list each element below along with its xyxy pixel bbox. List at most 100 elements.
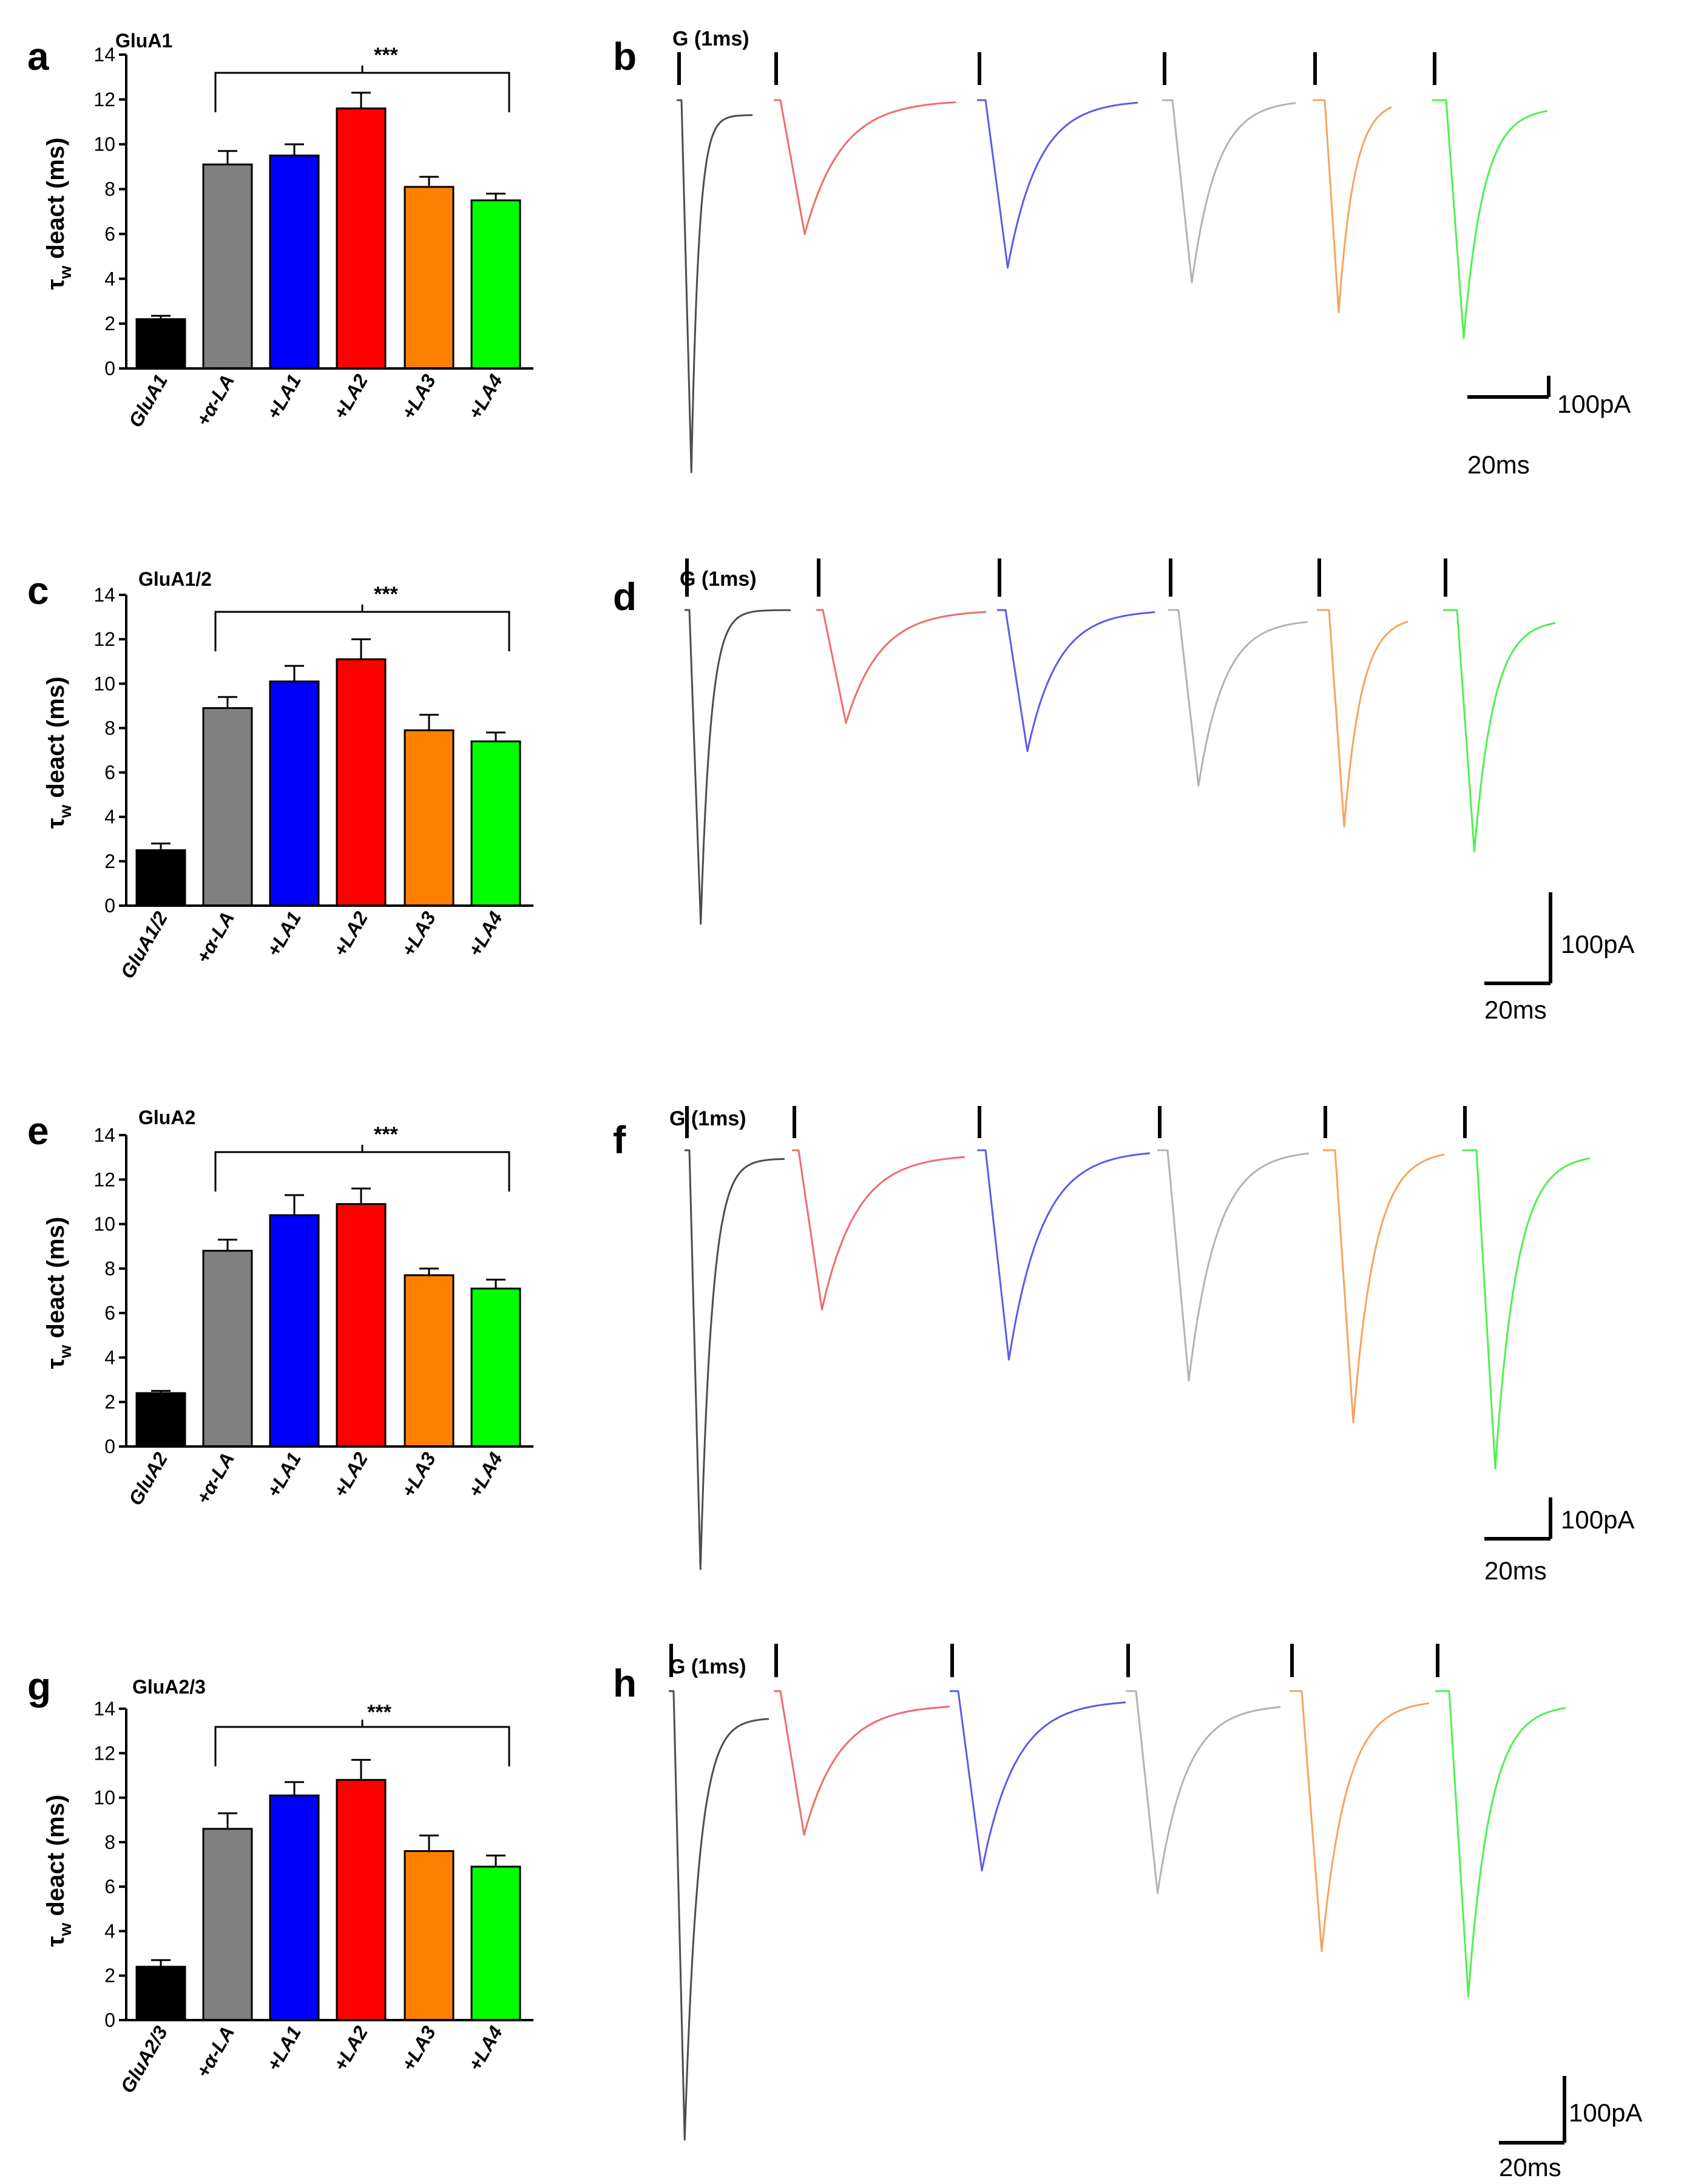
current-trace bbox=[1168, 609, 1308, 787]
current-trace bbox=[997, 609, 1155, 753]
bars bbox=[135, 92, 521, 370]
y-axis-label-rest: deact (ms) bbox=[42, 1217, 69, 1345]
y-tick-label: 12 bbox=[93, 628, 115, 650]
y-axis: 0 2 4 6 8 10 12 14 bbox=[93, 44, 533, 379]
bars bbox=[135, 1758, 521, 2021]
x-tick-label: GluA1/2 bbox=[116, 907, 172, 982]
bar bbox=[470, 740, 521, 907]
y-tick-label: 4 bbox=[104, 1346, 115, 1368]
x-axis-labels: GluA2/3 +α-LA +LA1 +LA2 +LA3 +LA4 bbox=[116, 2022, 507, 2097]
current-trace bbox=[1432, 99, 1548, 339]
y-tick-label: 12 bbox=[93, 1168, 115, 1190]
y-axis-label-tau: τ bbox=[42, 279, 69, 290]
x-axis-labels: GluA2 +α-LA +LA1 +LA2 +LA3 +LA4 bbox=[124, 1448, 507, 1509]
bar bbox=[336, 1779, 387, 2021]
y-tick-label: 0 bbox=[104, 895, 115, 917]
bar bbox=[269, 1214, 320, 1448]
y-tick-label: 4 bbox=[104, 806, 115, 828]
chart-title: GluA2/3 bbox=[132, 1676, 206, 1698]
scale-time-label: 20ms bbox=[1467, 450, 1530, 479]
bracket-line bbox=[214, 1151, 510, 1192]
y-axis: 0 2 4 6 8 10 12 14 bbox=[93, 1124, 533, 1457]
y-axis-label-tau: τ bbox=[42, 818, 69, 829]
y-axis-label-sub: w bbox=[56, 1923, 75, 1937]
y-axis-label: τw deact (ms) bbox=[42, 138, 75, 290]
y-tick-label: 8 bbox=[104, 717, 115, 739]
scale-current-label: 100pA bbox=[1569, 2098, 1642, 2127]
panel-label-c: c bbox=[27, 569, 49, 612]
significance-stars: *** bbox=[367, 1701, 391, 1724]
x-tick-label: +LA4 bbox=[464, 2022, 507, 2075]
y-tick-label: 0 bbox=[104, 2009, 115, 2031]
bar bbox=[404, 729, 455, 907]
current-trace bbox=[816, 609, 987, 724]
y-axis-label-tau: τ bbox=[42, 1936, 69, 1947]
scale-bar: 100pA 20ms bbox=[1467, 376, 1631, 479]
x-tick-label: +LA1 bbox=[262, 371, 305, 424]
x-tick-label: +LA2 bbox=[329, 907, 372, 960]
x-tick-label: +LA3 bbox=[397, 370, 440, 423]
significance-bracket bbox=[214, 1720, 510, 1766]
bar bbox=[202, 163, 253, 370]
y-tick-label: 8 bbox=[104, 178, 115, 200]
x-tick-label: GluA2/3 bbox=[116, 2022, 172, 2097]
chart-title: GluA1/2 bbox=[138, 568, 212, 590]
y-tick-label: 6 bbox=[104, 762, 115, 784]
bar bbox=[202, 1250, 253, 1448]
current-trace bbox=[1157, 1149, 1310, 1382]
bar bbox=[404, 186, 455, 370]
glutamate-label: G (1ms) bbox=[669, 1655, 746, 1678]
x-tick-label: +LA4 bbox=[464, 907, 507, 960]
y-tick-label: 2 bbox=[104, 1965, 115, 1987]
bar bbox=[470, 1865, 521, 2021]
significance-bracket bbox=[214, 66, 510, 112]
y-tick-label: 2 bbox=[104, 850, 115, 872]
traces bbox=[685, 1106, 1591, 1570]
y-axis: 0 2 4 6 8 10 12 14 bbox=[93, 1698, 533, 2031]
current-trace bbox=[1317, 609, 1408, 828]
x-tick-label: +LA2 bbox=[329, 1448, 372, 1501]
bar bbox=[269, 680, 320, 907]
current-trace bbox=[774, 99, 956, 236]
bar bbox=[269, 1794, 320, 2021]
glutamate-label: G (1ms) bbox=[680, 568, 757, 591]
y-tick-label: 0 bbox=[104, 1436, 115, 1457]
current-trace bbox=[1435, 1690, 1566, 1998]
significance-stars: *** bbox=[374, 44, 398, 67]
current-trace bbox=[1323, 1149, 1445, 1423]
bar bbox=[135, 1392, 186, 1448]
x-tick-label: +LA3 bbox=[397, 907, 440, 960]
current-trace bbox=[1126, 1690, 1281, 1894]
scale-bar: 100pA 20ms bbox=[1484, 1497, 1634, 1585]
bar bbox=[202, 1828, 253, 2021]
y-tick-label: 6 bbox=[104, 1302, 115, 1324]
trace-panel-b: b G (1ms) 100pA 20ms bbox=[613, 27, 1631, 479]
y-tick-label: 6 bbox=[104, 223, 115, 245]
significance-bracket bbox=[214, 605, 510, 651]
x-tick-label: +LA3 bbox=[397, 2022, 440, 2075]
y-tick-label: 8 bbox=[104, 1258, 115, 1280]
scale-time-label: 20ms bbox=[1499, 2153, 1561, 2182]
chart-title: GluA2 bbox=[138, 1107, 195, 1128]
y-tick-label: 14 bbox=[93, 44, 115, 66]
current-trace bbox=[977, 1149, 1151, 1361]
y-tick-label: 12 bbox=[93, 1742, 115, 1764]
current-trace bbox=[677, 99, 752, 473]
x-tick-label: +α-LA bbox=[192, 371, 238, 430]
scale-current-label: 100pA bbox=[1561, 1505, 1634, 1534]
significance-stars: *** bbox=[374, 1123, 398, 1146]
bar-chart-g: g GluA2/3 *** τw deact (ms) 02468101214 … bbox=[27, 1664, 533, 2097]
current-trace bbox=[792, 1149, 965, 1311]
x-tick-label: +α-LA bbox=[192, 1449, 238, 1508]
y-axis-label-rest: deact (ms) bbox=[42, 138, 69, 266]
current-trace bbox=[950, 1690, 1126, 1872]
trace-panel-h: h G (1ms) 100pA 20ms bbox=[613, 1644, 1642, 2182]
x-axis-labels: GluA1 +α-LA +LA1 +LA2 +LA3 +LA4 bbox=[124, 370, 507, 431]
scale-current-label: 100pA bbox=[1557, 390, 1631, 418]
x-tick-label: +LA1 bbox=[262, 908, 305, 961]
traces bbox=[685, 558, 1556, 925]
glutamate-label: G (1ms) bbox=[672, 27, 749, 50]
panel-label-b: b bbox=[613, 35, 637, 78]
panel-label-d: d bbox=[613, 575, 637, 619]
